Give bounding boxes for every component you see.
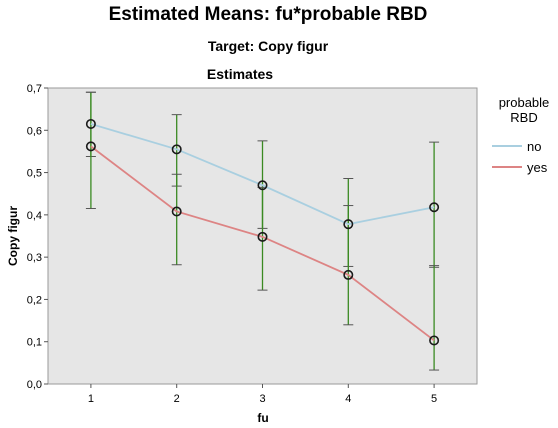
data-point-no	[343, 219, 354, 230]
y-tick-label: 0,6	[27, 125, 42, 137]
x-tick-label: 1	[88, 393, 94, 405]
data-point-no	[85, 118, 96, 129]
chart-title: Estimated Means: fu*probable RBD	[109, 4, 428, 25]
legend-label-yes: yes	[527, 160, 548, 175]
y-tick-label: 0,5	[27, 168, 42, 180]
data-point-yes	[171, 206, 182, 217]
data-points	[85, 118, 440, 346]
y-axis-label: Copy figur	[6, 206, 20, 266]
series-line-yes	[90, 145, 435, 342]
chart-subtitle: Target: Copy figur	[208, 38, 329, 54]
y-tick-label: 0,3	[27, 252, 42, 264]
series-line-no	[90, 123, 435, 226]
legend-title-line-1: probable	[499, 95, 550, 110]
x-tick-label: 5	[431, 393, 437, 405]
series-lines	[90, 123, 435, 342]
legend-title-line-2: RBD	[510, 110, 537, 125]
y-tick-label: 0,1	[27, 337, 42, 349]
y-tick-label: 0,4	[27, 210, 42, 222]
plot-title: Estimates	[207, 66, 273, 82]
x-axis: 1 2 3 4 5	[88, 384, 437, 405]
data-point-no	[429, 202, 440, 213]
error-bars	[85, 91, 440, 371]
legend: probable RBD no yes	[492, 95, 549, 175]
data-point-no	[257, 180, 268, 191]
data-point-yes	[429, 335, 440, 346]
data-point-yes	[343, 269, 354, 280]
y-tick-label: 0,7	[27, 83, 42, 95]
y-tick-label: 0,0	[27, 379, 42, 391]
data-point-yes	[257, 231, 268, 242]
x-axis-label: fu	[257, 411, 268, 425]
x-tick-label: 2	[174, 393, 180, 405]
data-point-no	[171, 144, 182, 155]
legend-label-no: no	[527, 139, 541, 154]
x-tick-label: 4	[345, 393, 351, 405]
y-tick-label: 0,2	[27, 294, 42, 306]
x-tick-label: 3	[259, 393, 265, 405]
data-point-yes	[85, 141, 96, 152]
y-axis: 0,0 0,1 0,2 0,3 0,4 0,5 0,6 0,7	[27, 83, 48, 391]
